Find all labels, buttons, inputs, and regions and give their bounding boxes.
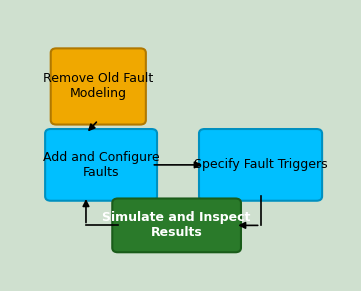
Text: Simulate and Inspect
Results: Simulate and Inspect Results xyxy=(103,211,251,239)
Text: Add and Configure
Faults: Add and Configure Faults xyxy=(43,151,160,179)
FancyBboxPatch shape xyxy=(51,48,146,125)
FancyBboxPatch shape xyxy=(112,198,241,252)
FancyBboxPatch shape xyxy=(199,129,322,201)
Text: Specify Fault Triggers: Specify Fault Triggers xyxy=(194,158,327,171)
Text: Remove Old Fault
Modeling: Remove Old Fault Modeling xyxy=(43,72,153,100)
FancyBboxPatch shape xyxy=(45,129,157,201)
